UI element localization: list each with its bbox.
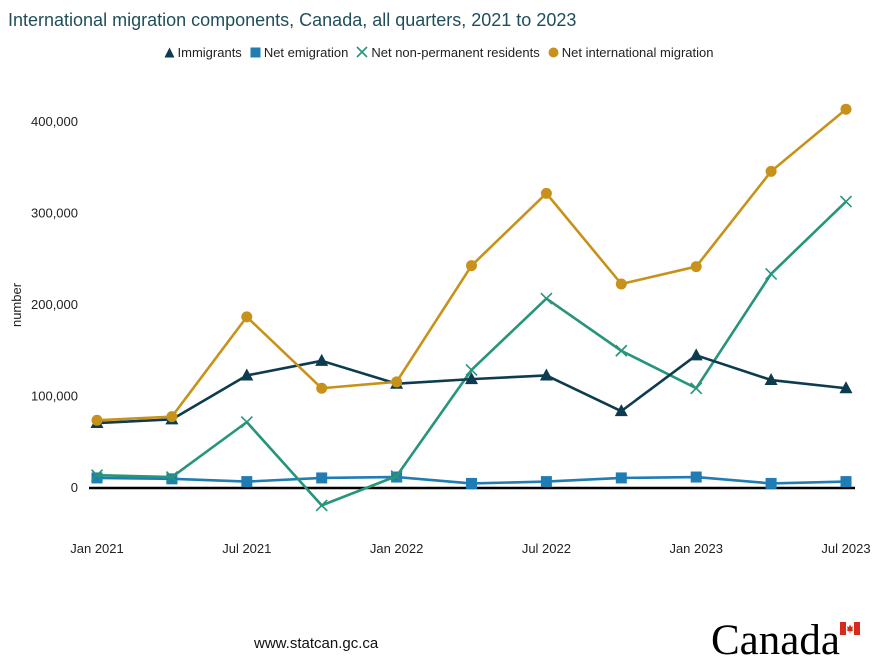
data-point: [689, 348, 703, 361]
data-point: [765, 165, 777, 177]
legend-item-immigrants[interactable]: Immigrants: [164, 42, 242, 62]
data-point: [840, 103, 852, 115]
data-point: [90, 469, 104, 482]
circle-marker-icon: [548, 47, 559, 57]
legend-item-net-emigration[interactable]: Net emigration: [250, 42, 349, 62]
triangle-marker-icon: [164, 47, 175, 57]
series-line: [96, 200, 847, 507]
data-point: [316, 472, 328, 484]
data-point: [166, 411, 178, 423]
data-point: [839, 195, 853, 208]
legend-label: Net emigration: [263, 44, 349, 60]
data-point: [690, 382, 703, 395]
square-marker-icon: [250, 47, 261, 57]
data-point: [839, 381, 853, 394]
x-tick-label: Jul 2023: [821, 541, 870, 556]
y-tick-label: 400,000: [31, 114, 78, 129]
data-point: [91, 472, 103, 484]
y-tick-label: 0: [71, 480, 78, 495]
data-point: [241, 476, 253, 488]
legend-item-net-international-migration[interactable]: Net international migration: [548, 42, 714, 62]
line-chart: number 0 100,000 200,000 300,000 400,000 Jan 2…: [9, 103, 871, 556]
data-point: [166, 473, 178, 485]
source-url[interactable]: www.statcan.gc.ca: [254, 635, 379, 652]
canada-flag-icon: [840, 622, 860, 635]
data-point: [391, 376, 403, 388]
legend-label: Net non-permanent residents: [371, 44, 540, 60]
data-point: [690, 261, 702, 273]
y-tick-label: 300,000: [31, 206, 78, 221]
x-tick-label: Jan 2022: [370, 541, 424, 556]
data-point: [615, 278, 627, 290]
data-point: [315, 353, 329, 366]
legend: Immigrants Net emigration Net non-perman…: [0, 42, 877, 62]
data-point: [764, 373, 778, 386]
data-point: [615, 344, 628, 357]
legend-label: Immigrants: [177, 44, 242, 60]
data-point: [465, 363, 478, 377]
data-point: [614, 404, 628, 417]
legend-item-net-npr[interactable]: Net non-permanent residents: [356, 42, 540, 62]
data-point: [466, 477, 477, 489]
x-tick-label: Jan 2021: [70, 541, 124, 556]
data-point: [765, 267, 778, 280]
x-tick-label: Jul 2021: [222, 541, 271, 556]
data-point: [315, 499, 328, 512]
data-point: [241, 311, 253, 323]
data-point: [615, 472, 627, 484]
canada-wordmark-text: Canada: [711, 617, 840, 663]
legend-label: Net international migration: [561, 44, 714, 60]
data-point: [690, 471, 702, 483]
data-point: [466, 260, 477, 272]
y-axis-label: number: [9, 282, 24, 327]
y-tick-label: 100,000: [31, 389, 78, 404]
data-point: [240, 368, 254, 381]
data-point: [165, 470, 178, 484]
x-marker-icon: [356, 46, 368, 58]
x-tick-label: Jan 2023: [669, 541, 723, 556]
data-point: [765, 477, 777, 489]
data-point: [91, 414, 103, 426]
chart-title: International migration components, Cana…: [8, 10, 577, 30]
data-point: [540, 476, 552, 488]
data-point: [316, 382, 328, 394]
data-point: [240, 416, 253, 429]
data-point: [539, 368, 553, 381]
data-point: [840, 476, 852, 488]
y-tick-label: 200,000: [31, 297, 78, 312]
data-point: [540, 187, 552, 199]
data-point: [465, 372, 478, 385]
data-point: [540, 292, 553, 305]
x-tick-label: Jul 2022: [522, 541, 571, 556]
data-point: [390, 470, 403, 483]
